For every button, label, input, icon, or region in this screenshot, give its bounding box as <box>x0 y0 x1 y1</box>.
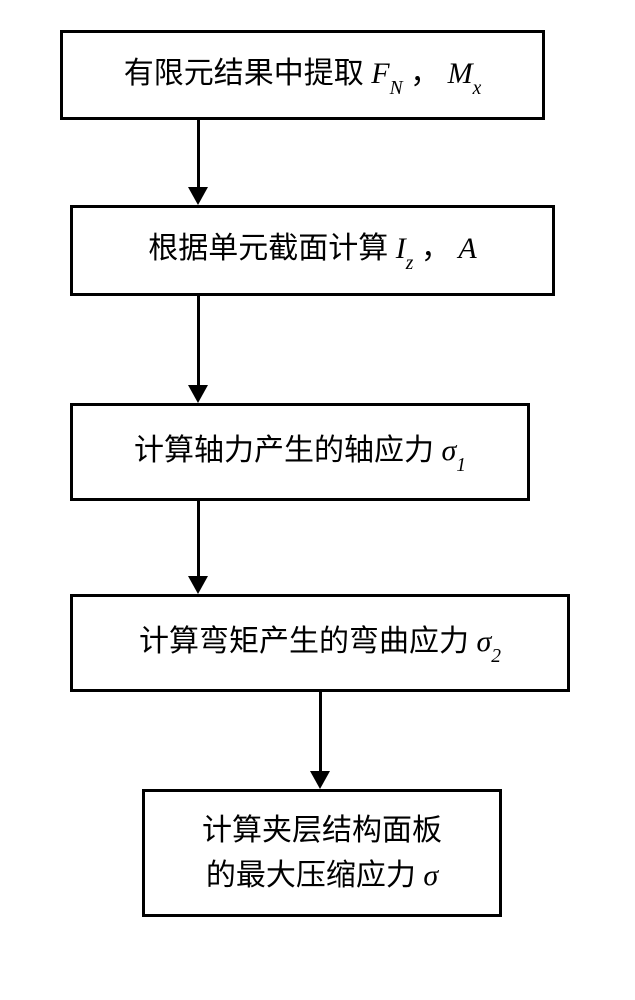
node4-prefix: 计算弯矩产生的弯曲应力 <box>139 625 477 658</box>
flow-node-section: 根据单元截面计算 Iz ， A <box>70 205 555 295</box>
arrow-1-line <box>197 120 200 188</box>
flowchart-container: 有限元结果中提取 FN ， Mx 根据单元截面计算 Iz ， A 计算轴力产生的… <box>60 30 580 917</box>
arrow-4-line <box>319 692 322 772</box>
arrow-2-line <box>197 296 200 386</box>
arrow-1-head <box>188 187 208 205</box>
node3-prefix: 计算轴力产生的轴应力 <box>134 434 442 467</box>
node2-sep: ， <box>413 232 451 265</box>
arrow-3-head <box>188 576 208 594</box>
flow-node-max-compression: 计算夹层结构面板 的最大压缩应力 σ <box>142 789 502 917</box>
node2-var1-sub: z <box>406 253 414 274</box>
arrow-4-head <box>310 771 330 789</box>
node1-var2: M <box>448 57 473 90</box>
node3-sigma: σ <box>441 434 456 467</box>
arrow-3 <box>188 501 208 594</box>
flow-node-axial-stress: 计算轴力产生的轴应力 σ1 <box>70 403 530 501</box>
arrow-3-line <box>197 501 200 577</box>
node4-sigma-sub: 2 <box>491 646 501 667</box>
node1-prefix: 有限元结果中提取 <box>124 57 372 90</box>
flow-node-bending-stress: 计算弯矩产生的弯曲应力 σ2 <box>70 594 570 692</box>
node1-var2-sub: x <box>473 78 482 99</box>
node5-sigma: σ <box>423 859 438 892</box>
arrow-4 <box>310 692 330 789</box>
node3-sigma-sub: 1 <box>456 455 466 476</box>
flow-node-extract: 有限元结果中提取 FN ， Mx <box>60 30 545 120</box>
arrow-2-head <box>188 385 208 403</box>
node1-var1-sub: N <box>390 78 403 99</box>
arrow-2 <box>188 296 208 403</box>
node1-sep: ， <box>403 57 441 90</box>
node5-line2-prefix: 的最大压缩应力 <box>206 859 424 892</box>
node2-var2: A <box>458 232 476 265</box>
node1-var1: F <box>371 57 389 90</box>
node4-sigma: σ <box>476 625 491 658</box>
node2-var1: I <box>396 232 406 265</box>
node2-prefix: 根据单元截面计算 <box>148 232 396 265</box>
node5-line1: 计算夹层结构面板 <box>202 814 442 847</box>
arrow-1 <box>188 120 208 205</box>
